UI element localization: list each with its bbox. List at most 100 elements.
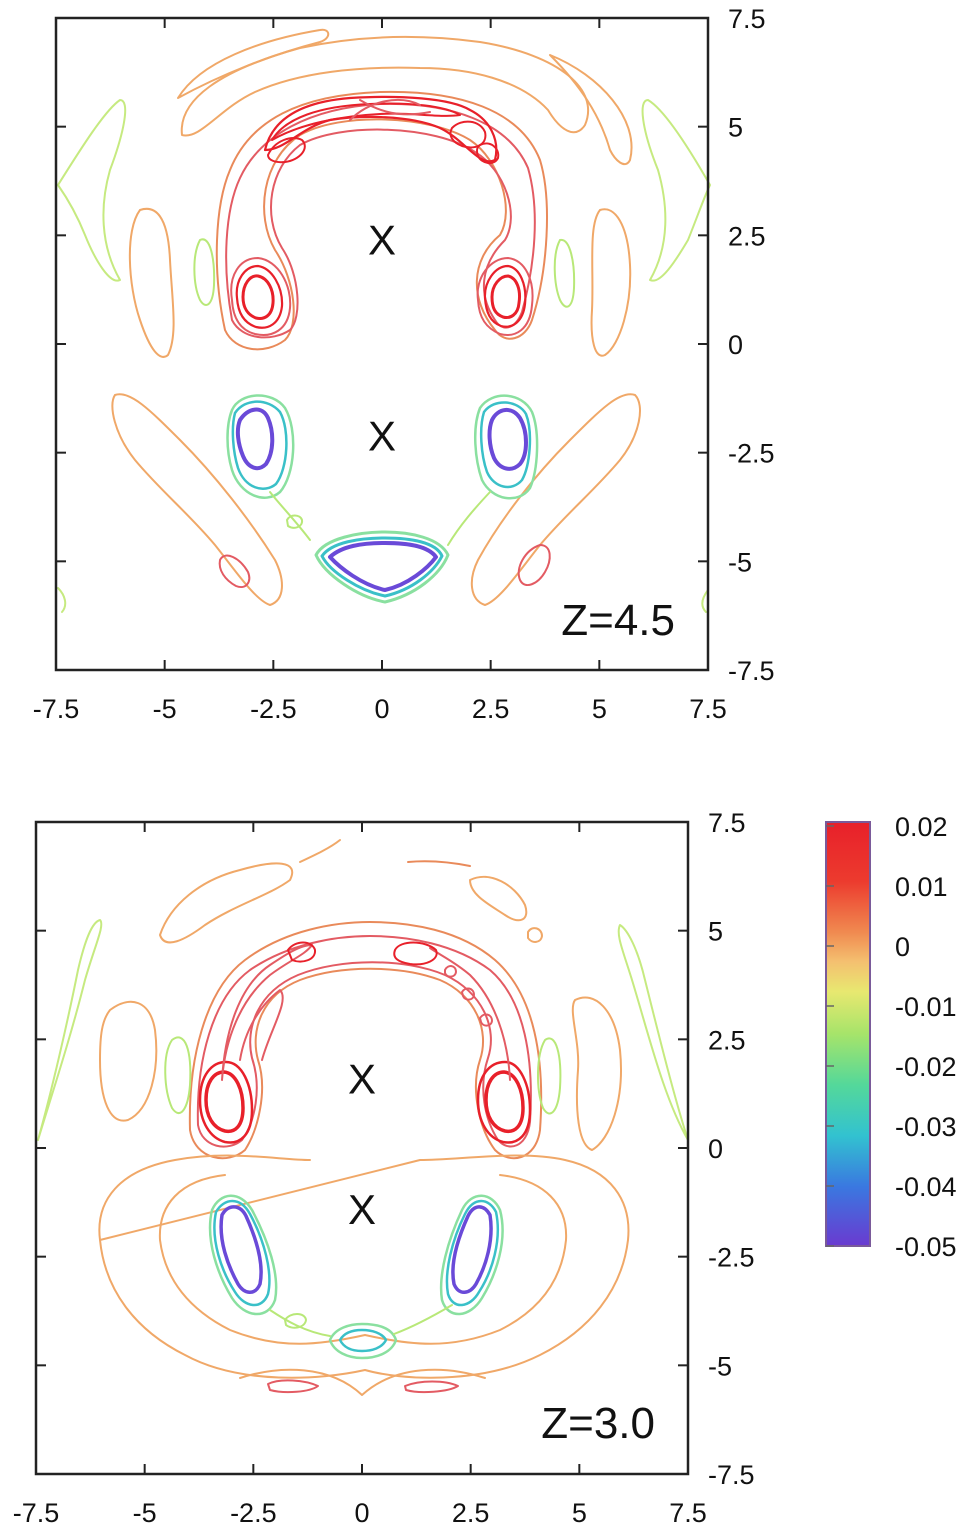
- contour-bottom-bowl-inner: [328, 541, 438, 592]
- x-tick-label: -5: [153, 694, 177, 724]
- colorbar-label: -0.05: [895, 1232, 957, 1262]
- x-tick-label: -2.5: [250, 694, 297, 724]
- contour-right-outer-arc: [549, 54, 633, 166]
- x-tick-label: -7.5: [33, 694, 80, 724]
- contour-ring-mid: [225, 102, 536, 339]
- contour-bottom-small-outer: [328, 1322, 398, 1360]
- contour-left-green-loop: [193, 238, 216, 306]
- colorbar-gradient: [825, 821, 871, 1247]
- contour-left-neg-outer: [226, 394, 295, 499]
- y-tick-label: 7.5: [708, 808, 746, 838]
- plot-frame-z45: [54, 16, 710, 672]
- x-marker: X: [348, 1186, 376, 1233]
- colorbar: 0.02 0.01 0 -0.01 -0.02 -0.03 -0.04 -0.05: [825, 812, 957, 1262]
- contour-ring2-outer: [188, 921, 543, 1160]
- contour-right-side-loop: [590, 208, 632, 357]
- y-tick-label: -5: [728, 547, 752, 577]
- contour-right2-neg-inner: [451, 1205, 493, 1294]
- y-tick-label: 5: [708, 917, 723, 947]
- contour-bottom-right-red: [404, 1380, 459, 1394]
- contour-right2-orange-loop: [571, 996, 622, 1151]
- contour-lines-z45: [57, 28, 711, 613]
- contour-bottom-small-inner: [338, 1328, 388, 1353]
- contour-top-right-loop: [449, 120, 487, 149]
- panel-label-z45: Z=4.5: [561, 596, 675, 645]
- contour-lower-right-small: [517, 544, 551, 587]
- x-tick-label: 2.5: [452, 1498, 490, 1528]
- contour-top-left-blob: [177, 28, 330, 99]
- contour-right2-neg-outer: [439, 1194, 504, 1316]
- markers-z45: XX: [368, 217, 396, 460]
- contour-right2-neg-mid: [445, 1199, 500, 1307]
- y-tick-label: -7.5: [728, 656, 775, 686]
- contour-outer-upper-arc: [159, 862, 293, 944]
- colorbar-label: -0.01: [895, 992, 957, 1022]
- contour-small-green-loop: [286, 514, 304, 529]
- contour-right2-lobe-inner: [484, 1070, 525, 1134]
- contour-left2-orange-loop: [99, 1000, 158, 1122]
- x-marker: X: [368, 217, 396, 264]
- contour-left2-green-loop: [164, 1036, 192, 1114]
- contour-bottom-left-red: [267, 1379, 319, 1394]
- markers-z30: XX: [348, 1055, 376, 1232]
- contour-green-thread: [269, 491, 491, 546]
- contour-lower-big-loop: [98, 1154, 630, 1379]
- contour-left2-arm: [221, 944, 313, 1081]
- contour-small-circle-right: [527, 927, 543, 943]
- contour-right-lobe-mid: [483, 264, 527, 328]
- y-tick-label: -5: [708, 1351, 732, 1381]
- x-tick-label: 2.5: [472, 694, 510, 724]
- x-tick-label: -2.5: [230, 1498, 277, 1528]
- contour-ring2-mid: [196, 935, 532, 1148]
- contour-top-right-stroke: [407, 860, 471, 867]
- x-tick-label: -7.5: [13, 1498, 60, 1528]
- contour-bottom-bowl-outer: [314, 530, 450, 604]
- contour-small-green-loop2: [284, 1313, 307, 1329]
- contour-right2-loop-top: [393, 941, 438, 966]
- y-tick-label: -7.5: [708, 1460, 755, 1490]
- x-tick-label: 0: [354, 1498, 369, 1528]
- contour-panel-z45: -7.5 -5 -2.5 0 2.5 5 7.57.552.50-2.5-5-7.5 XX …: [33, 4, 775, 724]
- panel-label-z30: Z=3.0: [541, 1399, 655, 1448]
- contour-green-thread2: [269, 1304, 453, 1337]
- contour-right-neg-mid: [479, 401, 532, 489]
- contour-right-lobe-inner: [490, 274, 521, 319]
- colorbar-label: -0.03: [895, 1112, 957, 1142]
- contour-right-neg-outer: [473, 394, 539, 500]
- y-tick-label: 0: [728, 330, 743, 360]
- contour-lines-z30: [37, 839, 689, 1396]
- colorbar-label: -0.02: [895, 1052, 957, 1082]
- x-tick-label: 5: [572, 1498, 587, 1528]
- contour-right2-green-edge: [617, 924, 689, 1141]
- contour-left2-lobe-inner: [204, 1070, 245, 1134]
- axes-z45: -7.5 -5 -2.5 0 2.5 5 7.5 7.5 5 2.5 0 -2.5 -5 -7.5: [33, 4, 775, 724]
- x-tick-label: 7.5: [689, 694, 727, 724]
- contour-left2-lobe-outer: [198, 1060, 254, 1144]
- contour-top-right-loop2: [475, 142, 500, 164]
- contour-right2-circle-b: [461, 987, 475, 1001]
- contour-edge-green: [57, 587, 709, 613]
- contour-right2-circle-c: [479, 1013, 493, 1027]
- y-tick-label: 2.5: [708, 1025, 746, 1055]
- contour-lower-left-wing: [111, 393, 283, 606]
- contour-right-lobe-outer: [476, 257, 534, 336]
- y-tick-label: 0: [708, 1134, 723, 1164]
- x-tick-label: 7.5: [669, 1498, 707, 1528]
- contour-left2-neg-outer: [208, 1194, 278, 1316]
- x-tick-label: -5: [133, 1498, 157, 1528]
- y-tick-label: 2.5: [728, 221, 766, 251]
- contour-lower-left-small: [218, 554, 251, 588]
- contour-left2-inner-strand: [239, 989, 284, 1061]
- y-tick-label: 7.5: [728, 4, 766, 34]
- x-marker: X: [368, 412, 396, 459]
- contour-bottom-orange-wave: [239, 1368, 486, 1396]
- contour-left-green-arc: [57, 99, 127, 282]
- contour-right-neg-inner: [487, 408, 528, 471]
- x-marker: X: [348, 1055, 376, 1102]
- contour-left-lobe-inner: [241, 274, 275, 320]
- colorbar-label: 0.02: [895, 812, 948, 842]
- y-tick-label: -2.5: [708, 1243, 755, 1273]
- contour-top-tick: [299, 839, 341, 863]
- contour-left2-neg-inner: [219, 1205, 263, 1294]
